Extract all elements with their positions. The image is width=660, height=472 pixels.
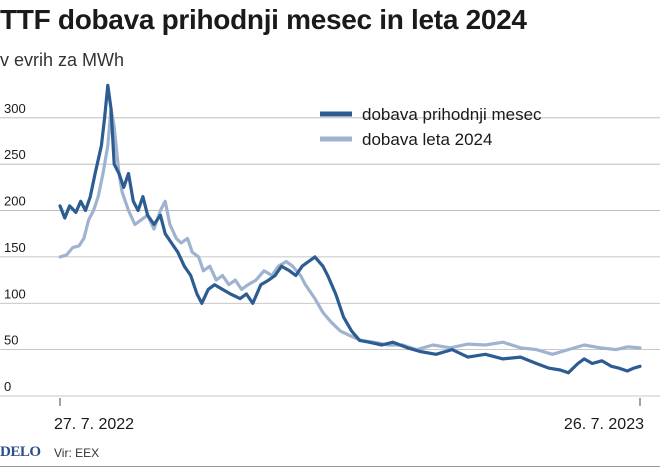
y-tick-label: 0 (4, 379, 11, 394)
y-axis-ticks: 0 50 100 150 200 250 300 (4, 101, 26, 394)
y-tick-label: 50 (4, 333, 18, 348)
chart-title: TTF dobava prihodnji mesec in leta 2024 (0, 4, 527, 35)
x-tick-label: 27. 7. 2022 (54, 416, 134, 433)
chart-subtitle: v evrih za MWh (0, 50, 125, 70)
y-tick-label: 150 (4, 240, 26, 255)
legend: dobava prihodnji mesec dobava leta 2024 (320, 105, 542, 149)
source-note: Vir: EEX (54, 446, 100, 460)
series-line-2024 (58, 106, 642, 356)
legend-label: dobava leta 2024 (362, 130, 492, 149)
grid-layer (0, 117, 660, 397)
legend-label: dobava prihodnji mesec (362, 105, 542, 124)
x-tick-label: 26. 7. 2023 (564, 416, 644, 433)
y-tick-label: 250 (4, 147, 26, 162)
y-tick-label: 300 (4, 101, 26, 116)
footer-divider (0, 466, 660, 467)
y-tick-label: 200 (4, 194, 26, 209)
line-chart: 0 50 100 150 200 250 300 27. 7. 2022 26. 7. 202… (0, 83, 660, 433)
x-axis-ticks: 27. 7. 2022 26. 7. 2023 (54, 398, 644, 433)
series-layer (58, 83, 642, 375)
series-line-next-month (58, 83, 642, 375)
footer: DELO Vir: EEX (0, 444, 660, 464)
delo-logo: DELO (0, 444, 41, 460)
y-tick-label: 100 (4, 286, 26, 301)
